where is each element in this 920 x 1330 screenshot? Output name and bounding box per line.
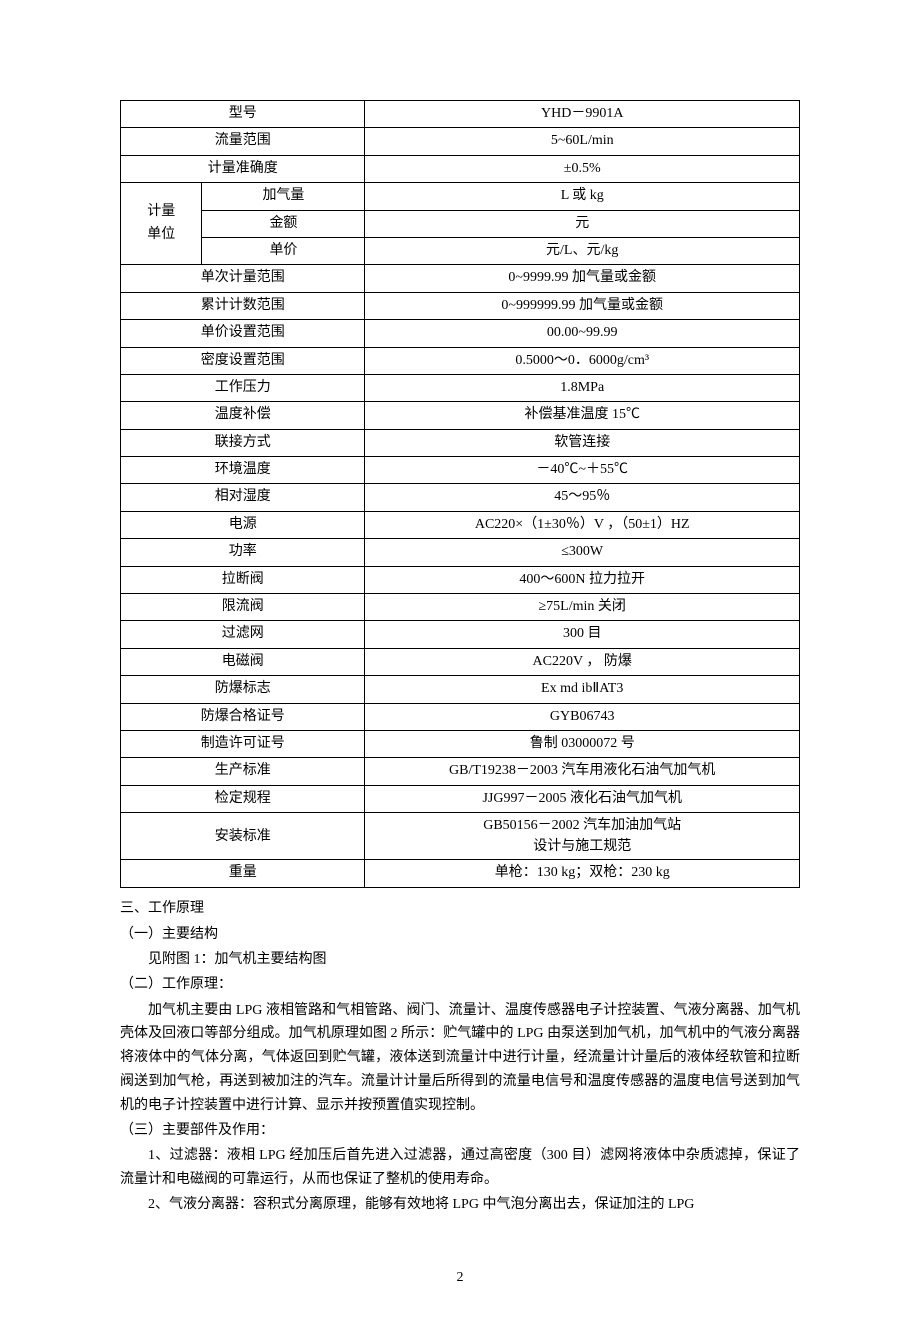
spec-label: 密度设置范围 — [121, 347, 365, 374]
spec-table: 型号 YHD－9901A 流量范围 5~60L/min 计量准确度 ±0.5% … — [120, 100, 800, 888]
spec-label: 电磁阀 — [121, 648, 365, 675]
table-row: 计量单位 加气量 L 或 kg — [121, 183, 800, 210]
table-row: 累计计数范围0~999999.99 加气量或金额 — [121, 292, 800, 319]
spec-value: 300 目 — [365, 621, 800, 648]
table-row: 型号 YHD－9901A — [121, 101, 800, 128]
subsection-working-principle: （二）工作原理： — [120, 974, 800, 996]
spec-label: 工作压力 — [121, 374, 365, 401]
table-row: 重量 单枪：130 kg；双枪：230 kg — [121, 860, 800, 887]
table-row: 安装标准 GB50156－2002 汽车加油加气站 设计与施工规范 — [121, 813, 800, 860]
spec-label: 环境温度 — [121, 457, 365, 484]
spec-label: 功率 — [121, 539, 365, 566]
spec-value: 元/L、元/kg — [365, 237, 800, 264]
spec-value: JJG997－2005 液化石油气加气机 — [365, 785, 800, 812]
table-row: 防爆标志Ex md ibⅡAT3 — [121, 676, 800, 703]
component-item-2: 2、气液分离器：容积式分离原理，能够有效地将 LPG 中气泡分离出去，保证加注的… — [120, 1193, 800, 1217]
subsection-components: （三）主要部件及作用： — [120, 1120, 800, 1142]
spec-value: －40℃~＋55℃ — [365, 457, 800, 484]
table-row: 温度补偿补偿基准温度 15℃ — [121, 402, 800, 429]
table-row: 单价设置范围00.00~99.99 — [121, 320, 800, 347]
spec-value: GYB06743 — [365, 703, 800, 730]
spec-label: 拉断阀 — [121, 566, 365, 593]
spec-value: AC220×（1±30％）V ，（50±1）HZ — [365, 511, 800, 538]
table-row: 单价 元/L、元/kg — [121, 237, 800, 264]
table-row: 防爆合格证号GYB06743 — [121, 703, 800, 730]
spec-label: 型号 — [121, 101, 365, 128]
spec-label: 重量 — [121, 860, 365, 887]
table-row: 过滤网300 目 — [121, 621, 800, 648]
spec-value: 单枪：130 kg；双枪：230 kg — [365, 860, 800, 887]
table-row: 计量准确度 ±0.5% — [121, 155, 800, 182]
principle-paragraph: 加气机主要由 LPG 液相管路和气相管路、阀门、流量计、温度传感器电子计控装置、… — [120, 999, 800, 1118]
spec-sublabel: 单价 — [202, 237, 365, 264]
spec-value: 0~999999.99 加气量或金额 — [365, 292, 800, 319]
table-row: 拉断阀400～600N 拉力拉开 — [121, 566, 800, 593]
spec-sublabel: 加气量 — [202, 183, 365, 210]
spec-label: 过滤网 — [121, 621, 365, 648]
spec-value: 00.00~99.99 — [365, 320, 800, 347]
table-row: 检定规程JJG997－2005 液化石油气加气机 — [121, 785, 800, 812]
spec-value: 400～600N 拉力拉开 — [365, 566, 800, 593]
spec-value: 1.8MPa — [365, 374, 800, 401]
spec-value: AC220V ， 防爆 — [365, 648, 800, 675]
spec-label: 限流阀 — [121, 594, 365, 621]
unit-group-label: 计量单位 — [121, 183, 202, 265]
page-number: 2 — [120, 1267, 800, 1289]
install-value-line2: 设计与施工规范 — [533, 839, 631, 854]
table-row: 电磁阀AC220V ， 防爆 — [121, 648, 800, 675]
spec-sublabel: 金额 — [202, 210, 365, 237]
table-row: 单次计量范围0~9999.99 加气量或金额 — [121, 265, 800, 292]
table-row: 功率≤300W — [121, 539, 800, 566]
table-row: 电源AC220×（1±30％）V ，（50±1）HZ — [121, 511, 800, 538]
table-row: 联接方式软管连接 — [121, 429, 800, 456]
spec-value: YHD－9901A — [365, 101, 800, 128]
spec-value: 45～95％ — [365, 484, 800, 511]
spec-label: 联接方式 — [121, 429, 365, 456]
spec-value: 5~60L/min — [365, 128, 800, 155]
spec-value: 元 — [365, 210, 800, 237]
spec-label: 单价设置范围 — [121, 320, 365, 347]
table-row: 金额 元 — [121, 210, 800, 237]
spec-value: ≤300W — [365, 539, 800, 566]
spec-value: 鲁制 03000072 号 — [365, 730, 800, 757]
spec-label: 计量准确度 — [121, 155, 365, 182]
spec-label: 制造许可证号 — [121, 730, 365, 757]
spec-label: 相对湿度 — [121, 484, 365, 511]
spec-label: 累计计数范围 — [121, 292, 365, 319]
spec-label: 生产标准 — [121, 758, 365, 785]
table-row: 密度设置范围0.5000～0．6000g/cm³ — [121, 347, 800, 374]
table-row: 制造许可证号鲁制 03000072 号 — [121, 730, 800, 757]
spec-label: 防爆合格证号 — [121, 703, 365, 730]
spec-value: GB50156－2002 汽车加油加气站 设计与施工规范 — [365, 813, 800, 860]
table-row: 相对湿度45～95％ — [121, 484, 800, 511]
spec-label: 温度补偿 — [121, 402, 365, 429]
section-heading-principle: 三、工作原理 — [120, 898, 800, 920]
spec-label: 电源 — [121, 511, 365, 538]
subsection-structure: （一）主要结构 — [120, 924, 800, 946]
spec-label: 安装标准 — [121, 813, 365, 860]
spec-label: 单次计量范围 — [121, 265, 365, 292]
spec-value: 0~9999.99 加气量或金额 — [365, 265, 800, 292]
component-item-1: 1、过滤器：液相 LPG 经加压后首先进入过滤器，通过高密度（300 目）滤网将… — [120, 1144, 800, 1192]
spec-label: 流量范围 — [121, 128, 365, 155]
table-row: 生产标准GB/T19238－2003 汽车用液化石油气加气机 — [121, 758, 800, 785]
table-row: 环境温度－40℃~＋55℃ — [121, 457, 800, 484]
spec-value: 软管连接 — [365, 429, 800, 456]
spec-value: 补偿基准温度 15℃ — [365, 402, 800, 429]
table-row: 限流阀≥75L/min 关闭 — [121, 594, 800, 621]
spec-value: ≥75L/min 关闭 — [365, 594, 800, 621]
spec-value: ±0.5% — [365, 155, 800, 182]
table-row: 流量范围 5~60L/min — [121, 128, 800, 155]
spec-value: 0.5000～0．6000g/cm³ — [365, 347, 800, 374]
install-value-line1: GB50156－2002 汽车加油加气站 — [483, 818, 681, 833]
spec-value: L 或 kg — [365, 183, 800, 210]
spec-value: GB/T19238－2003 汽车用液化石油气加气机 — [365, 758, 800, 785]
structure-ref-text: 见附图 1：加气机主要结构图 — [120, 948, 800, 972]
spec-label: 检定规程 — [121, 785, 365, 812]
spec-value: Ex md ibⅡAT3 — [365, 676, 800, 703]
table-row: 工作压力1.8MPa — [121, 374, 800, 401]
spec-label: 防爆标志 — [121, 676, 365, 703]
